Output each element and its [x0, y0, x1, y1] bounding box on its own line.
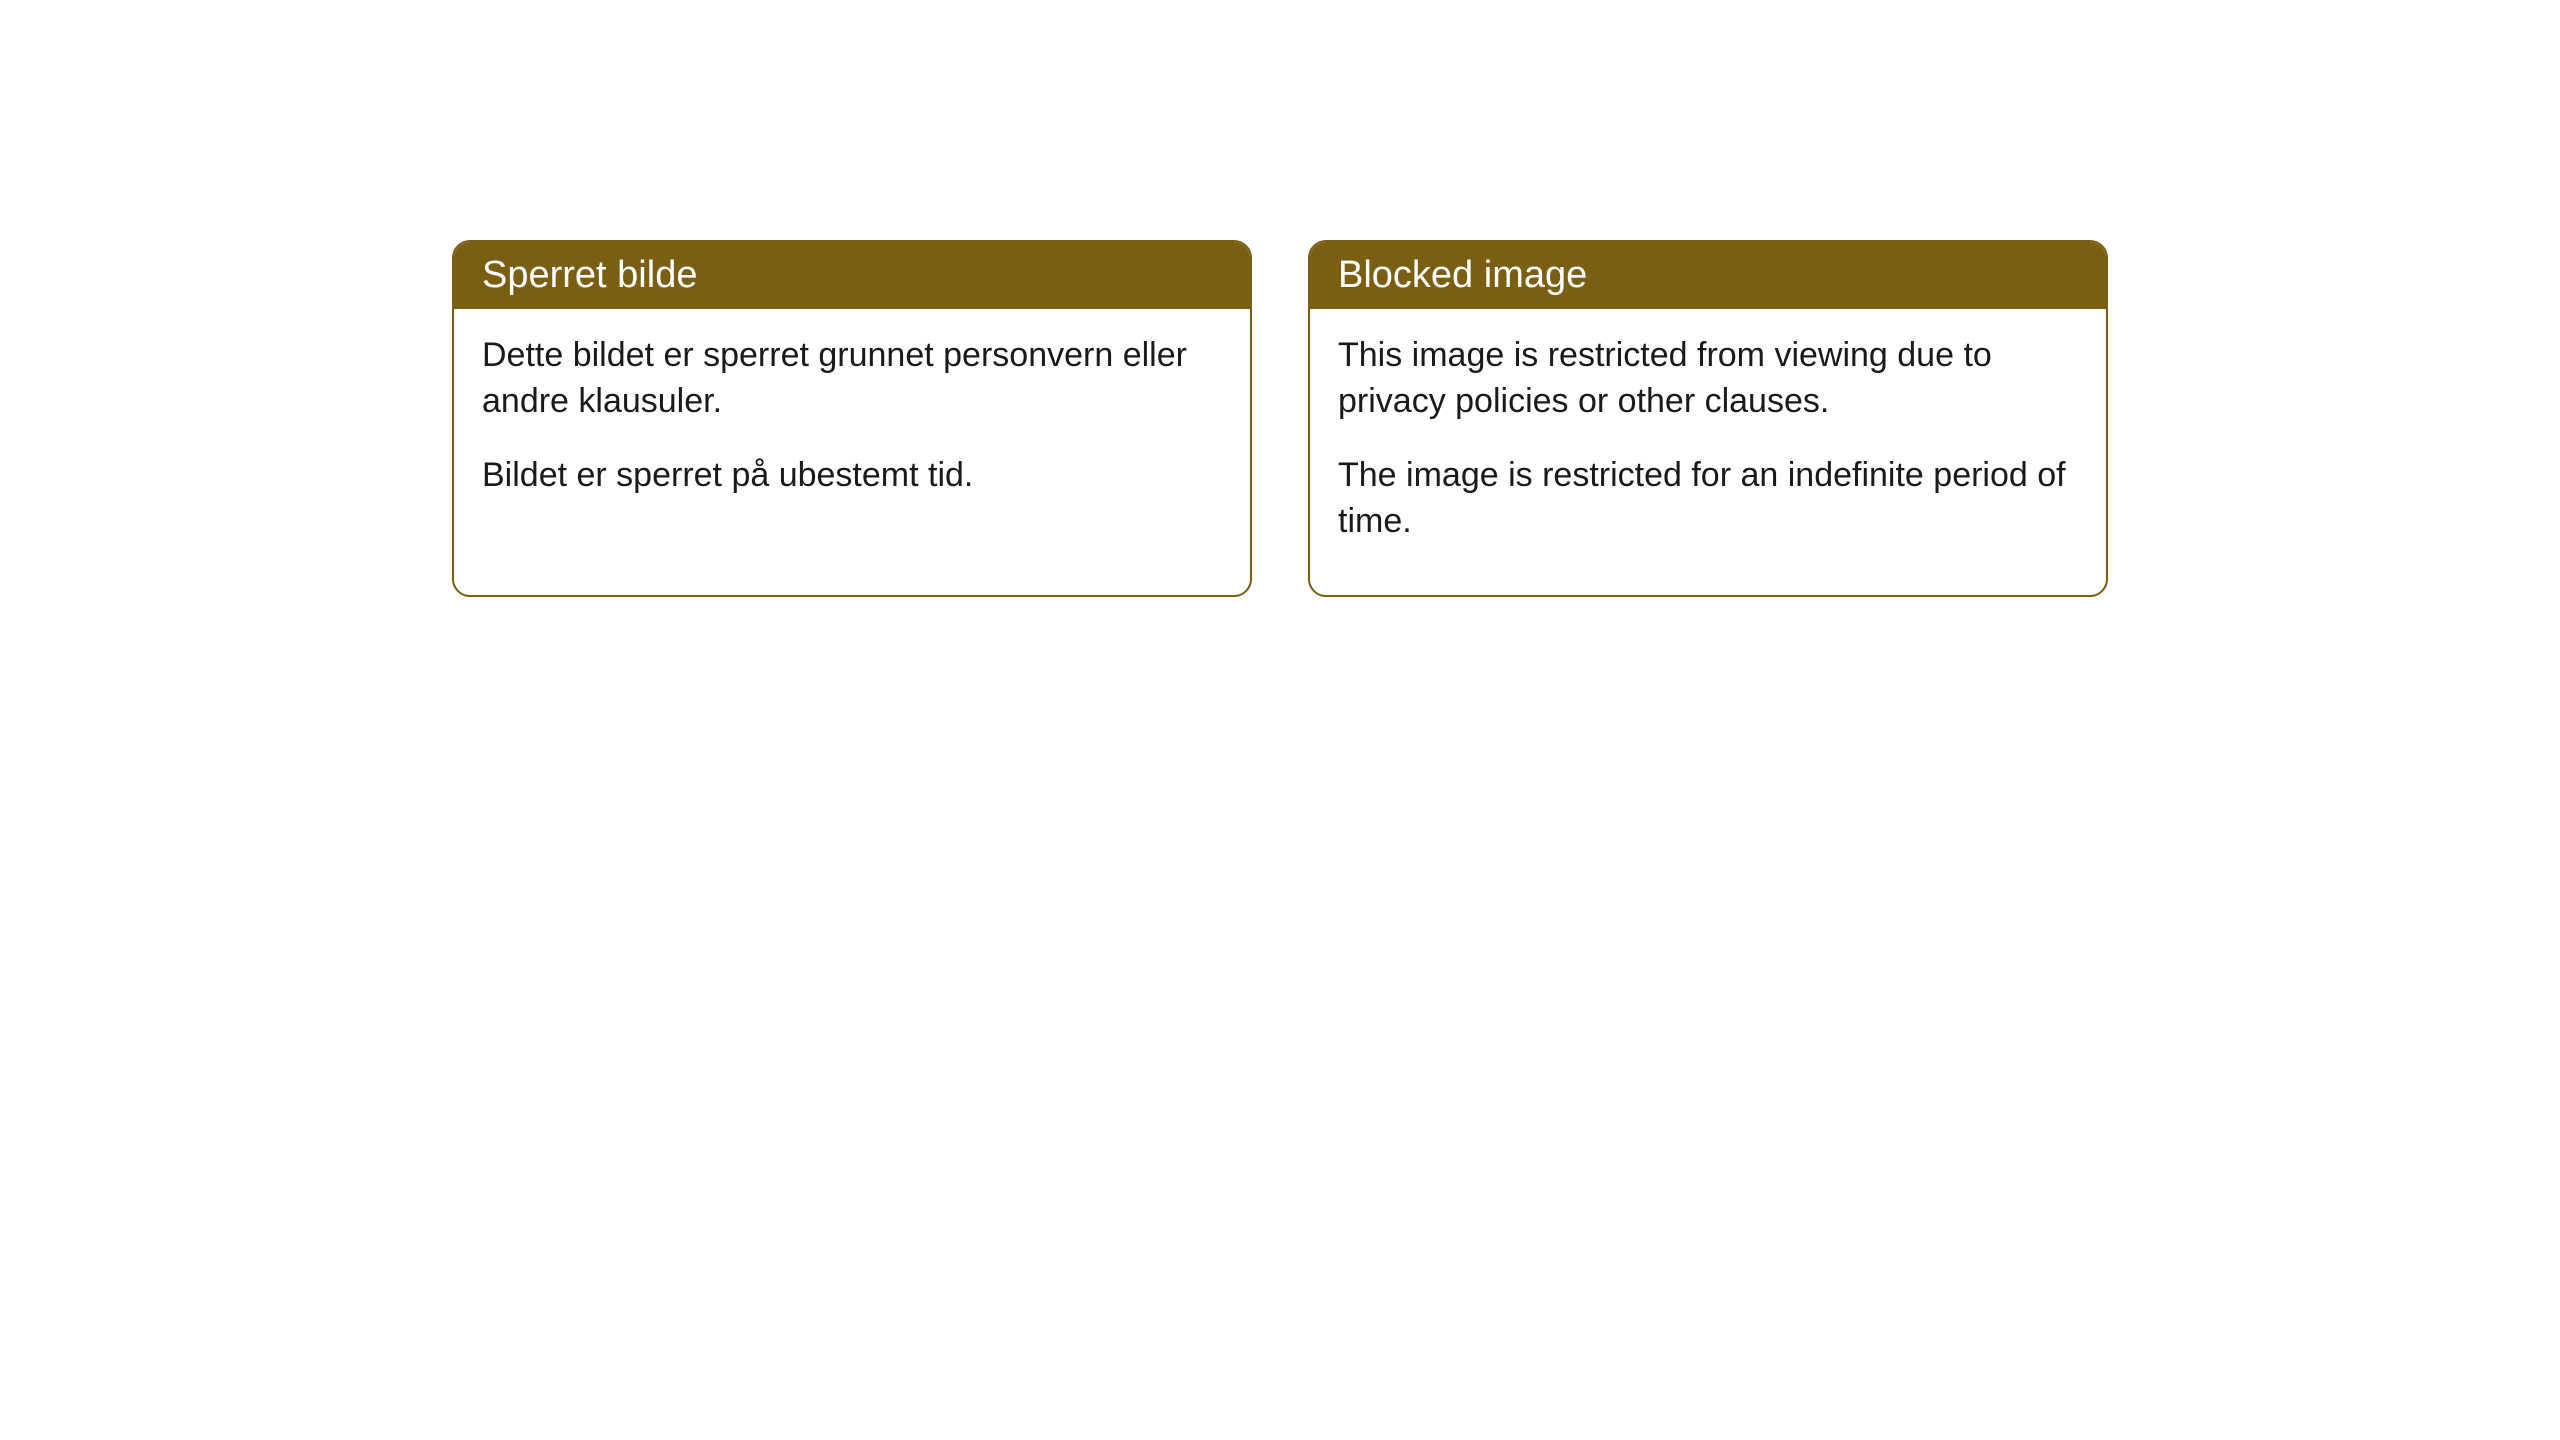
notice-cards-container: Sperret bilde Dette bildet er sperret gr… — [450, 240, 2110, 597]
notice-card-english: Blocked image This image is restricted f… — [1308, 240, 2108, 597]
card-body: Dette bildet er sperret grunnet personve… — [454, 309, 1250, 549]
card-body: This image is restricted from viewing du… — [1310, 309, 2106, 595]
card-paragraph-2: The image is restricted for an indefinit… — [1338, 453, 2078, 545]
card-paragraph-2: Bildet er sperret på ubestemt tid. — [482, 453, 1222, 499]
card-header: Sperret bilde — [454, 242, 1250, 309]
card-header: Blocked image — [1310, 242, 2106, 309]
notice-card-norwegian: Sperret bilde Dette bildet er sperret gr… — [452, 240, 1252, 597]
card-paragraph-1: Dette bildet er sperret grunnet personve… — [482, 333, 1222, 425]
card-paragraph-1: This image is restricted from viewing du… — [1338, 333, 2078, 425]
card-title: Sperret bilde — [482, 254, 697, 296]
card-title: Blocked image — [1338, 254, 1587, 296]
